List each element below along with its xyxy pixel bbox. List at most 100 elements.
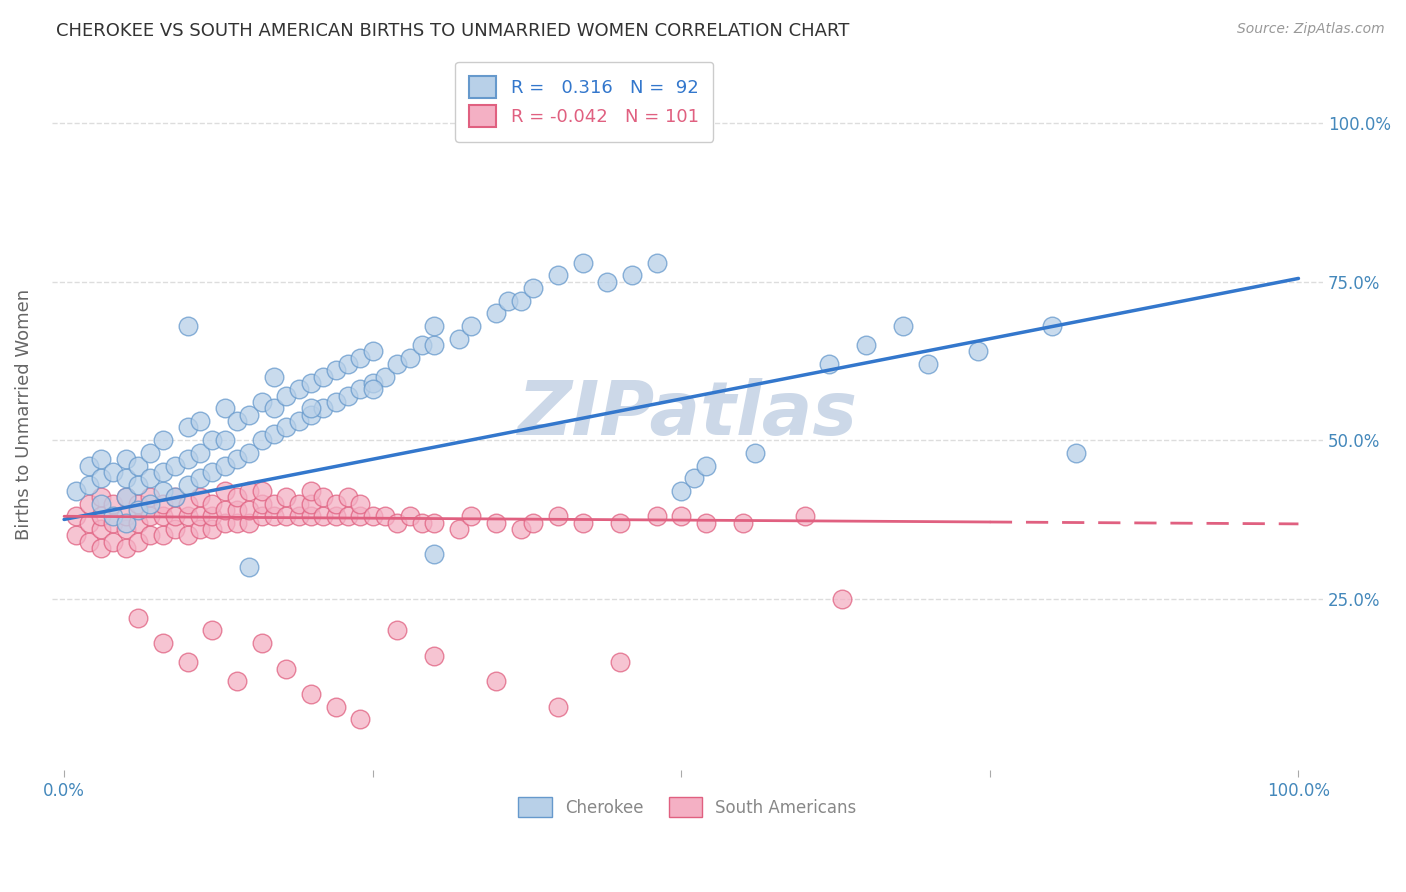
Point (263, 401, 285, 416)
Point (744, 446, 766, 460)
Point (188, 414, 211, 428)
Point (349, 351, 371, 365)
Point (312, 369, 335, 384)
Point (509, 522, 531, 536)
Text: CHEROKEE VS SOUTH AMERICAN BIRTHS TO UNMARRIED WOMEN CORRELATION CHART: CHEROKEE VS SOUTH AMERICAN BIRTHS TO UNM… (56, 22, 849, 40)
Point (387, 624, 409, 638)
Point (238, 503, 260, 517)
Point (423, 318, 446, 333)
Point (127, 477, 149, 491)
Point (325, 699, 347, 714)
Point (225, 674, 247, 689)
Point (387, 357, 409, 371)
Point (250, 497, 273, 511)
Point (103, 516, 125, 530)
Point (90, 509, 112, 524)
Point (214, 401, 236, 416)
Point (855, 338, 877, 352)
Point (299, 401, 322, 416)
Point (571, 516, 593, 530)
Point (793, 509, 815, 524)
Point (485, 516, 508, 530)
Point (263, 426, 285, 441)
Point (152, 528, 174, 542)
Point (250, 483, 273, 498)
Point (188, 509, 211, 524)
Point (276, 509, 298, 524)
Point (103, 509, 125, 524)
Point (263, 497, 285, 511)
Point (263, 369, 285, 384)
Point (423, 338, 446, 352)
Point (201, 497, 224, 511)
Point (509, 293, 531, 308)
Point (485, 674, 508, 689)
Point (276, 661, 298, 675)
Point (423, 648, 446, 663)
Point (127, 611, 149, 625)
Point (423, 547, 446, 561)
Point (361, 376, 384, 390)
Point (411, 516, 433, 530)
Point (114, 509, 136, 524)
Point (165, 522, 187, 536)
Point (90, 471, 112, 485)
Point (671, 509, 693, 524)
Point (460, 509, 482, 524)
Point (731, 516, 754, 530)
Point (325, 497, 347, 511)
Point (263, 509, 285, 524)
Text: ZIPatlas: ZIPatlas (517, 378, 858, 451)
Point (1040, 318, 1063, 333)
Point (176, 318, 198, 333)
Point (176, 497, 198, 511)
Point (325, 509, 347, 524)
Point (695, 458, 717, 473)
Point (287, 414, 309, 428)
Point (188, 471, 211, 485)
Point (609, 655, 631, 669)
Point (214, 503, 236, 517)
Point (165, 509, 187, 524)
Point (349, 383, 371, 397)
Point (103, 534, 125, 549)
Point (176, 420, 198, 434)
Point (225, 516, 247, 530)
Point (411, 338, 433, 352)
Point (114, 522, 136, 536)
Point (225, 452, 247, 467)
Point (460, 318, 482, 333)
Point (299, 687, 322, 701)
Point (77, 497, 100, 511)
Point (201, 624, 224, 638)
Point (103, 497, 125, 511)
Point (287, 509, 309, 524)
Point (114, 541, 136, 555)
Point (127, 534, 149, 549)
Point (374, 369, 396, 384)
Point (77, 516, 100, 530)
Point (214, 516, 236, 530)
Point (176, 509, 198, 524)
Point (337, 357, 360, 371)
Point (165, 490, 187, 504)
Point (90, 452, 112, 467)
Point (250, 509, 273, 524)
Point (645, 255, 668, 269)
Point (90, 490, 112, 504)
Point (325, 395, 347, 409)
Point (139, 497, 162, 511)
Point (238, 446, 260, 460)
Point (620, 268, 643, 283)
Point (238, 560, 260, 574)
Point (312, 509, 335, 524)
Point (201, 465, 224, 479)
Point (77, 534, 100, 549)
Point (114, 452, 136, 467)
Point (139, 490, 162, 504)
Point (361, 509, 384, 524)
Point (165, 490, 187, 504)
Point (77, 477, 100, 491)
Point (349, 509, 371, 524)
Point (287, 497, 309, 511)
